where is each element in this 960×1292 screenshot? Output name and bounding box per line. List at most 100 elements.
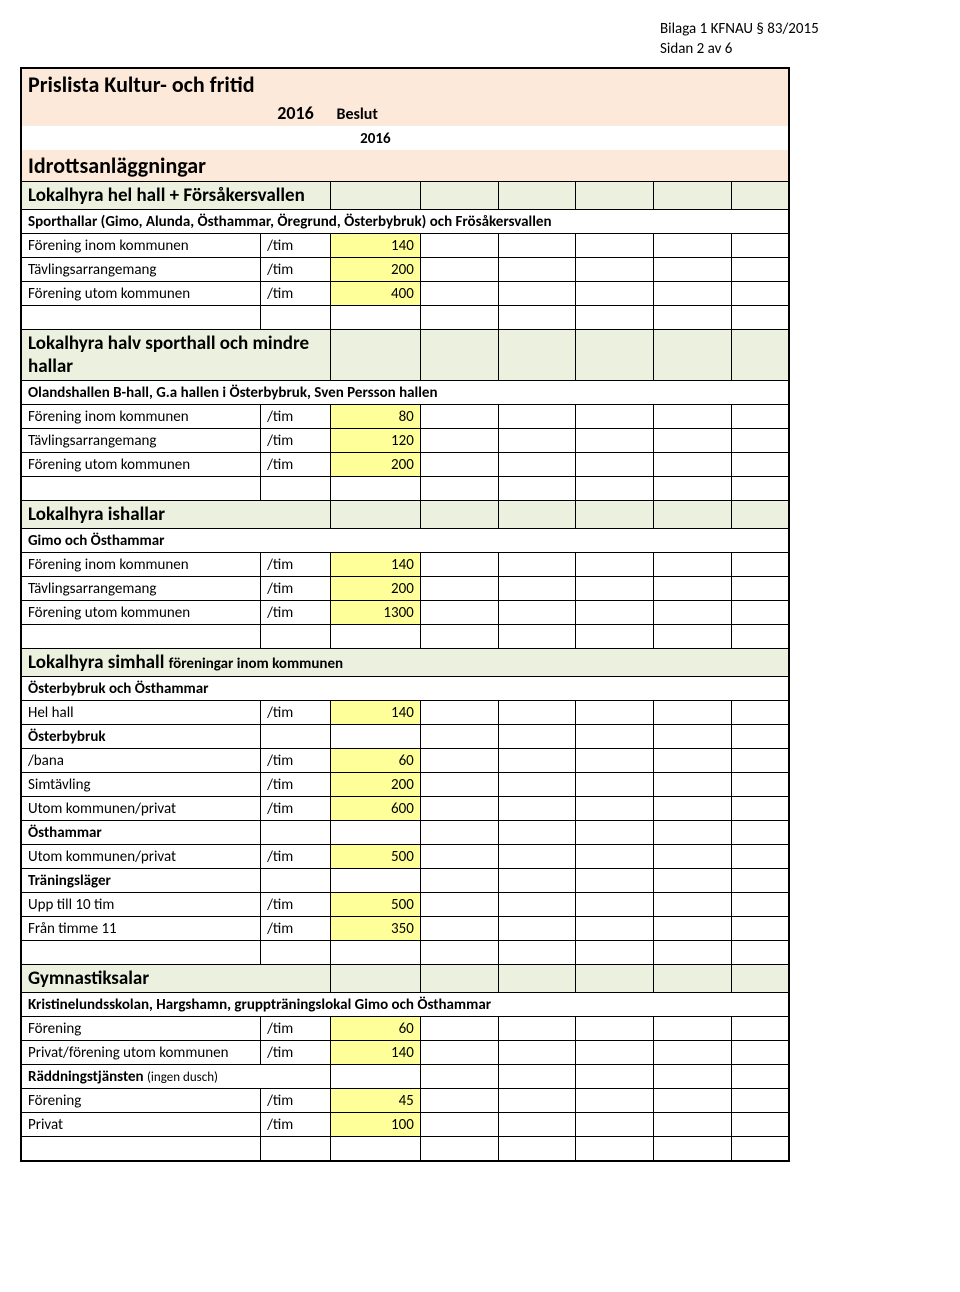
section-cell xyxy=(330,330,420,381)
row-val: 500 xyxy=(330,893,420,917)
row-empty xyxy=(498,429,576,453)
row-unit: /tim xyxy=(261,429,331,453)
row-val: 350 xyxy=(330,917,420,941)
table-row: Träningsläger xyxy=(21,869,789,893)
row-empty xyxy=(576,553,654,577)
section-cell xyxy=(420,501,498,529)
end-val xyxy=(330,1137,420,1161)
spacer-unit xyxy=(261,941,331,965)
section-cell xyxy=(576,501,654,529)
row-empty xyxy=(420,1041,498,1065)
row-unit: /tim xyxy=(261,1017,331,1041)
row-empty xyxy=(653,234,731,258)
row-val: 600 xyxy=(330,797,420,821)
row-empty xyxy=(731,429,789,453)
row-empty xyxy=(653,1113,731,1137)
spacer-label xyxy=(21,477,261,501)
row-empty xyxy=(498,234,576,258)
section-subhead: Kristinelundsskolan, Hargshamn, gruppträ… xyxy=(21,993,789,1017)
row-empty xyxy=(576,577,654,601)
row-unit: /tim xyxy=(261,553,331,577)
table-row: Österbybruk xyxy=(21,725,789,749)
doc-header: Bilaga 1 KFNAU § 83/2015 Sidan 2 av 6 xyxy=(660,20,940,59)
row-empty xyxy=(576,258,654,282)
row-val: 140 xyxy=(330,701,420,725)
spacer-empty xyxy=(576,306,654,330)
row-label: Utom kommunen/privat xyxy=(21,845,261,869)
end-row xyxy=(21,1137,789,1161)
spacer-empty xyxy=(731,941,789,965)
title-year2: 2016 xyxy=(330,126,420,150)
end-empty xyxy=(498,1137,576,1161)
row-label: Upp till 10 tim xyxy=(21,893,261,917)
row-empty xyxy=(498,1017,576,1041)
section-subhead-row: Gimo och Östhammar xyxy=(21,529,789,553)
row-val: 140 xyxy=(330,553,420,577)
row-val: 200 xyxy=(330,258,420,282)
row-unit: /tim xyxy=(261,234,331,258)
row-empty xyxy=(576,749,654,773)
row-empty xyxy=(420,1113,498,1137)
row-empty xyxy=(498,405,576,429)
spacer-empty xyxy=(653,625,731,649)
row-empty xyxy=(731,601,789,625)
title-sub: Idrottsanläggningar xyxy=(21,150,789,182)
title-main: Prislista Kultur- och fritid xyxy=(21,68,789,100)
spacer-empty xyxy=(731,477,789,501)
row-val: 80 xyxy=(330,405,420,429)
spacer-empty xyxy=(420,477,498,501)
section-cell xyxy=(330,501,420,529)
row-empty xyxy=(731,1041,789,1065)
header-line1: Bilaga 1 KFNAU § 83/2015 xyxy=(660,20,940,40)
row-empty xyxy=(420,553,498,577)
row-empty xyxy=(420,725,498,749)
section-cell xyxy=(731,330,789,381)
row-empty xyxy=(731,258,789,282)
section-cell xyxy=(731,182,789,210)
row-empty xyxy=(653,821,731,845)
row-label: Förening inom kommunen xyxy=(21,405,261,429)
table-row: Förening inom kommunen/tim80 xyxy=(21,405,789,429)
table-row: Östhammar xyxy=(21,821,789,845)
row-empty xyxy=(653,797,731,821)
row-empty xyxy=(653,1017,731,1041)
row-empty xyxy=(653,429,731,453)
section-cell xyxy=(653,965,731,993)
spacer-row xyxy=(21,306,789,330)
spacer-val xyxy=(330,625,420,649)
row-empty xyxy=(731,405,789,429)
spacer-empty xyxy=(576,941,654,965)
row-label: Utom kommunen/privat xyxy=(21,797,261,821)
row-empty xyxy=(498,797,576,821)
row-empty xyxy=(420,749,498,773)
row-empty xyxy=(498,773,576,797)
row-val: 400 xyxy=(330,282,420,306)
row-label: Träningsläger xyxy=(21,869,261,893)
row-empty xyxy=(576,601,654,625)
row-val: 500 xyxy=(330,845,420,869)
spacer-row xyxy=(21,941,789,965)
spacer-unit xyxy=(261,625,331,649)
row-empty xyxy=(731,577,789,601)
row-val xyxy=(330,869,420,893)
row-label: Hel hall xyxy=(21,701,261,725)
spacer-empty xyxy=(653,941,731,965)
row-empty xyxy=(576,821,654,845)
row-label: Förening xyxy=(21,1017,261,1041)
section-cell xyxy=(731,965,789,993)
row-empty xyxy=(498,917,576,941)
spacer-empty xyxy=(498,625,576,649)
row-empty xyxy=(420,601,498,625)
spacer-empty xyxy=(498,306,576,330)
row-empty xyxy=(576,405,654,429)
section-cell xyxy=(576,182,654,210)
row-empty xyxy=(498,553,576,577)
row-label: Från timme 11 xyxy=(21,917,261,941)
row-empty xyxy=(420,282,498,306)
row-label: Östhammar xyxy=(21,821,261,845)
row-unit xyxy=(261,725,331,749)
row-empty xyxy=(653,1089,731,1113)
row-empty xyxy=(498,1041,576,1065)
row-empty xyxy=(498,869,576,893)
row-empty xyxy=(653,869,731,893)
